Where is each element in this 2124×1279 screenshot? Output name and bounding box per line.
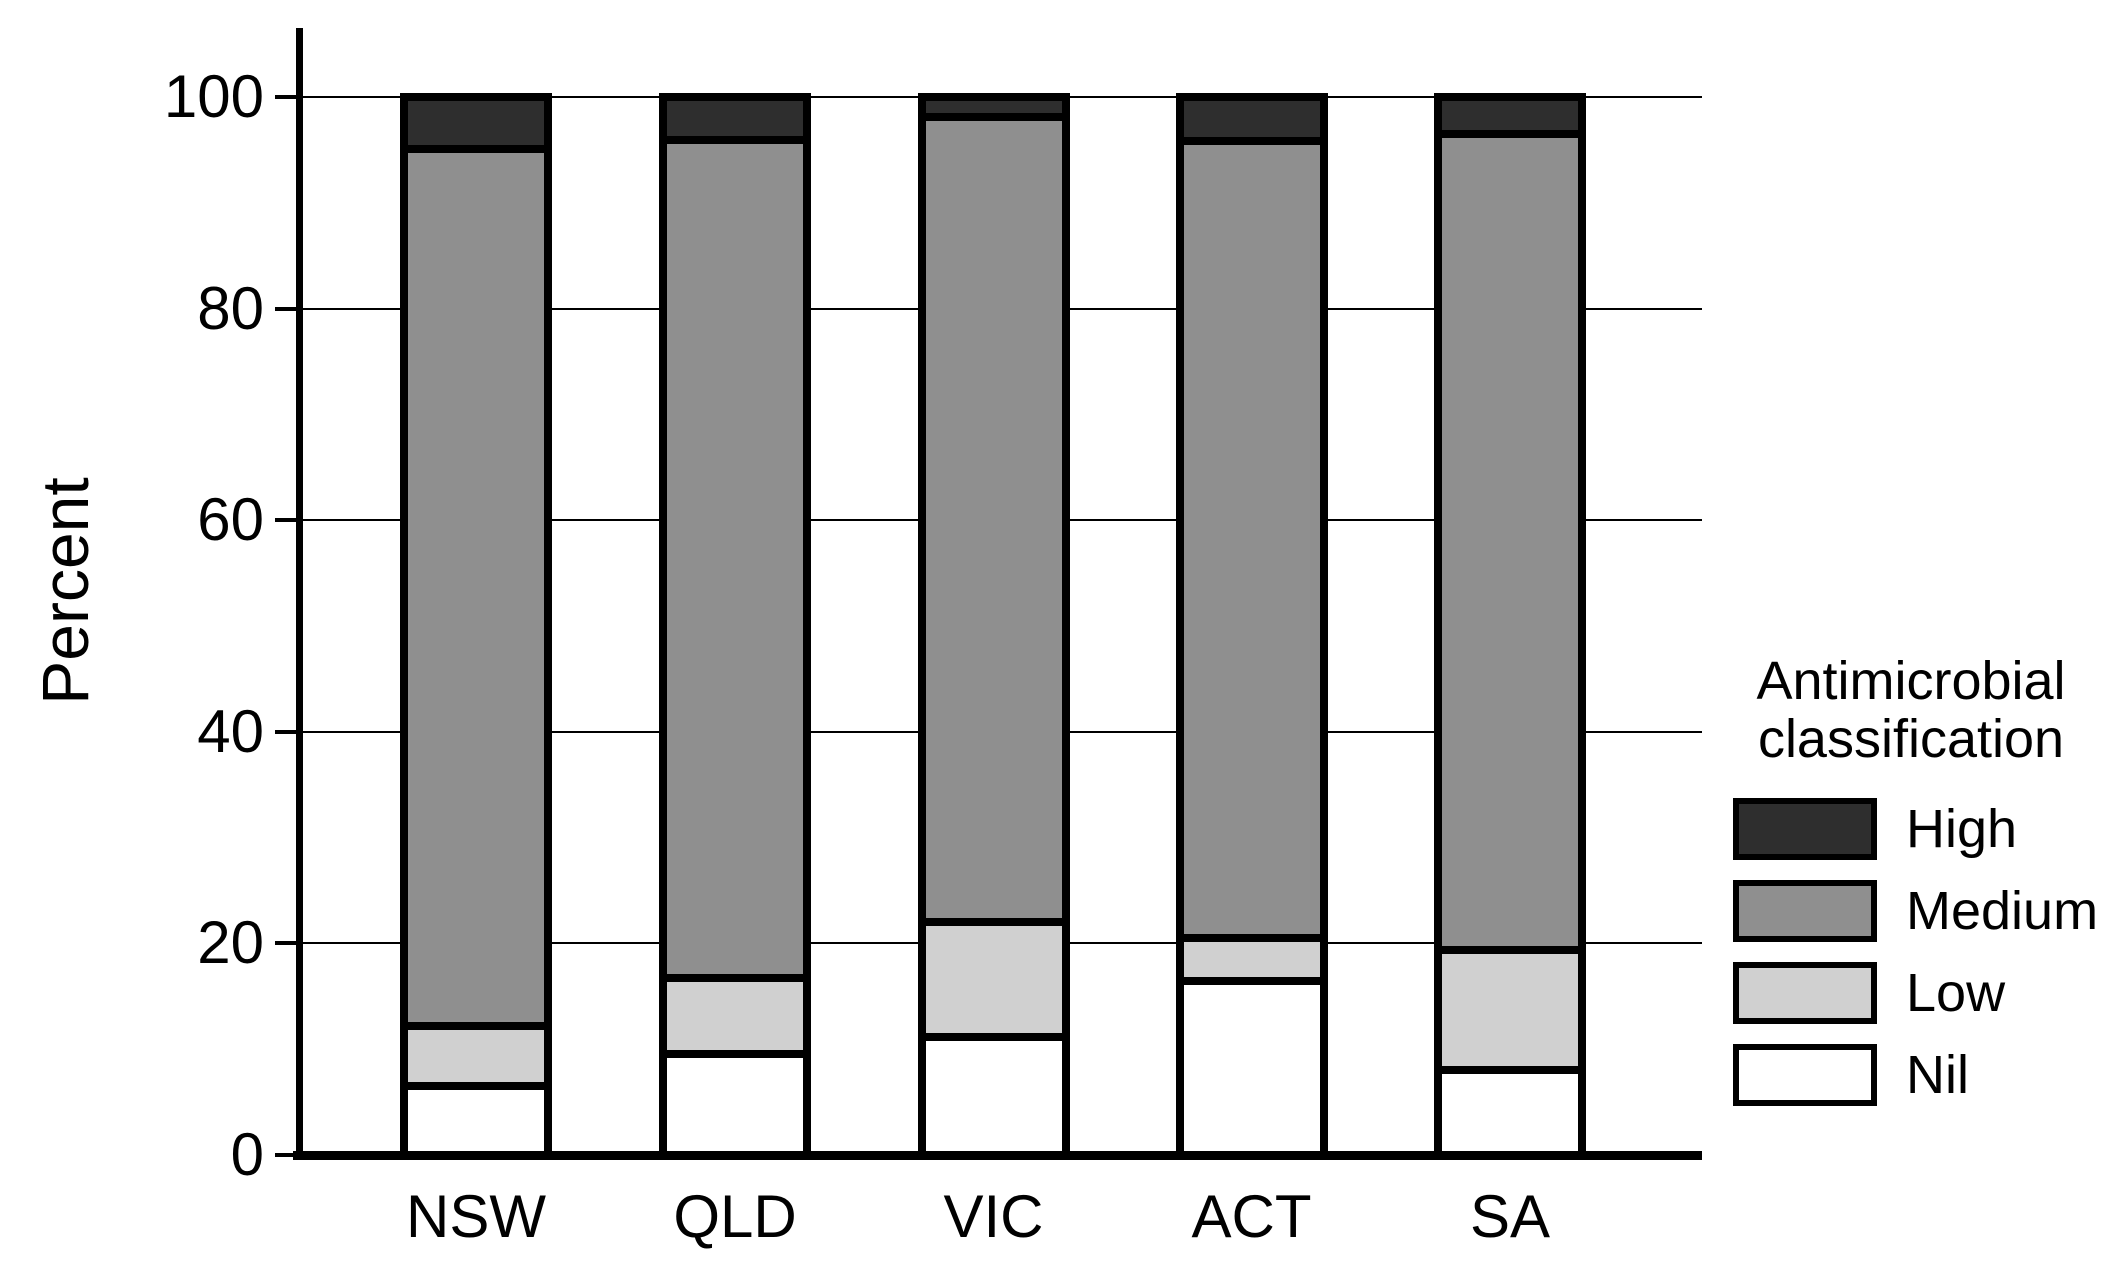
y-tick-label-100: 100: [163, 63, 264, 130]
x-label-act: ACT: [1191, 1183, 1312, 1250]
bar-sa-separator-2: [1434, 945, 1586, 954]
bar-vic-separator-2: [917, 918, 1070, 927]
bar-nsw-segment-low: [400, 1025, 552, 1087]
bar-act-segment-medium: [1175, 141, 1328, 939]
bar-sa-segment-low: [1434, 949, 1586, 1071]
bar-vic-separator-3: [917, 113, 1070, 122]
bar-sa-segment-nil: [1434, 1070, 1586, 1155]
y-tick-label-80: 80: [197, 274, 264, 342]
bar-act-segment-high: [1175, 97, 1328, 142]
bar-nsw-separator-2: [400, 1021, 552, 1030]
bar-sa-separator-1: [1434, 1066, 1586, 1075]
y-tick-20: [275, 941, 303, 946]
x-label-sa: SA: [1469, 1183, 1551, 1250]
bar-nsw-separator-3: [400, 144, 552, 153]
bar-qld-separator-1: [659, 1050, 811, 1059]
y-tick-40: [275, 729, 303, 734]
bar-qld-outline: [659, 93, 811, 1159]
bar-vic-segment-medium: [917, 117, 1070, 923]
legend-title-line1: Antimicrobial: [1756, 651, 2066, 711]
bar-sa-outline: [1434, 93, 1586, 1159]
bar-qld-segment-nil: [659, 1054, 811, 1155]
bar-sa-separator-3: [1434, 130, 1586, 139]
y-tick-label-20: 20: [197, 909, 264, 977]
bar-qld-separator-3: [659, 136, 811, 145]
y-axis-line: [296, 28, 303, 1160]
bar-act-segment-nil: [1175, 981, 1328, 1155]
bar-vic-segment-nil: [917, 1036, 1070, 1155]
y-tick-label-0: 0: [230, 1121, 264, 1188]
bar-vic-separator-1: [917, 1032, 1070, 1041]
x-label-vic: VIC: [943, 1183, 1044, 1250]
bar-qld-separator-2: [659, 974, 811, 983]
y-tick-label-40: 40: [197, 697, 264, 765]
bar-act-separator-2: [1175, 934, 1328, 943]
bar-nsw-outline: [400, 93, 552, 1159]
y-tick-label-60: 60: [197, 486, 264, 554]
bar-act-separator-1: [1175, 977, 1328, 986]
bar-nsw-segment-high: [400, 97, 552, 149]
legend-title-line2: classification: [1757, 709, 2065, 769]
x-axis-line: [293, 1151, 1702, 1160]
y-tick-100: [275, 95, 303, 99]
bar-nsw-separator-1: [400, 1082, 552, 1091]
bar-qld-segment-low: [659, 978, 811, 1055]
bar-act-segment-low: [1175, 938, 1328, 982]
bar-vic-segment-high: [917, 97, 1070, 118]
y-tick-80: [275, 306, 303, 311]
y-tick-0: [275, 1153, 303, 1157]
bar-sa-segment-medium: [1434, 134, 1586, 950]
x-label-nsw: NSW: [406, 1183, 546, 1250]
bar-qld-segment-medium: [659, 140, 811, 979]
y-tick-60: [275, 518, 303, 523]
bar-sa-segment-high: [1434, 97, 1586, 135]
bar-nsw-segment-medium: [400, 148, 552, 1026]
bar-nsw-segment-nil: [400, 1086, 552, 1155]
bar-vic-segment-low: [917, 922, 1070, 1037]
bar-vic-outline: [917, 93, 1070, 1159]
legend-title: Antimicrobial classification: [1711, 652, 2111, 768]
bar-qld-segment-high: [659, 97, 811, 141]
x-label-qld: QLD: [673, 1183, 797, 1250]
bar-act-separator-3: [1175, 137, 1328, 146]
bar-act-outline: [1175, 93, 1328, 1159]
